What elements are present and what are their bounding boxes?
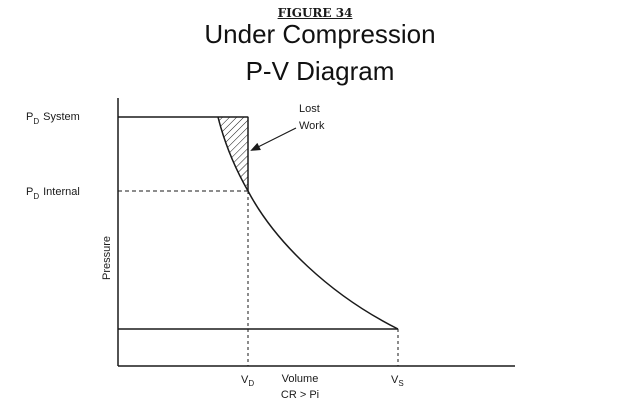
x-axis-label: Volume xyxy=(282,373,319,385)
diagram-title-line1: Under Compression xyxy=(204,19,436,49)
pd-internal-label: PD Internal xyxy=(26,186,80,201)
diagram-title-line2: P-V Diagram xyxy=(245,56,395,86)
lost-work-arrow xyxy=(250,127,297,151)
figure-label: FIGURE 34 xyxy=(277,6,353,20)
vd-label: VD xyxy=(241,374,254,388)
vs-label: VS xyxy=(391,374,404,388)
y-axis-label: Pressure xyxy=(101,236,113,280)
x-axis-sublabel: CR > Pi xyxy=(281,389,319,401)
lost-work-label-line1: Lost xyxy=(299,103,320,115)
compression-curve xyxy=(217,116,399,330)
pd-system-label: PD System xyxy=(26,111,80,126)
lost-work-label-line2: Work xyxy=(299,120,325,132)
lost-work-region xyxy=(217,116,249,193)
